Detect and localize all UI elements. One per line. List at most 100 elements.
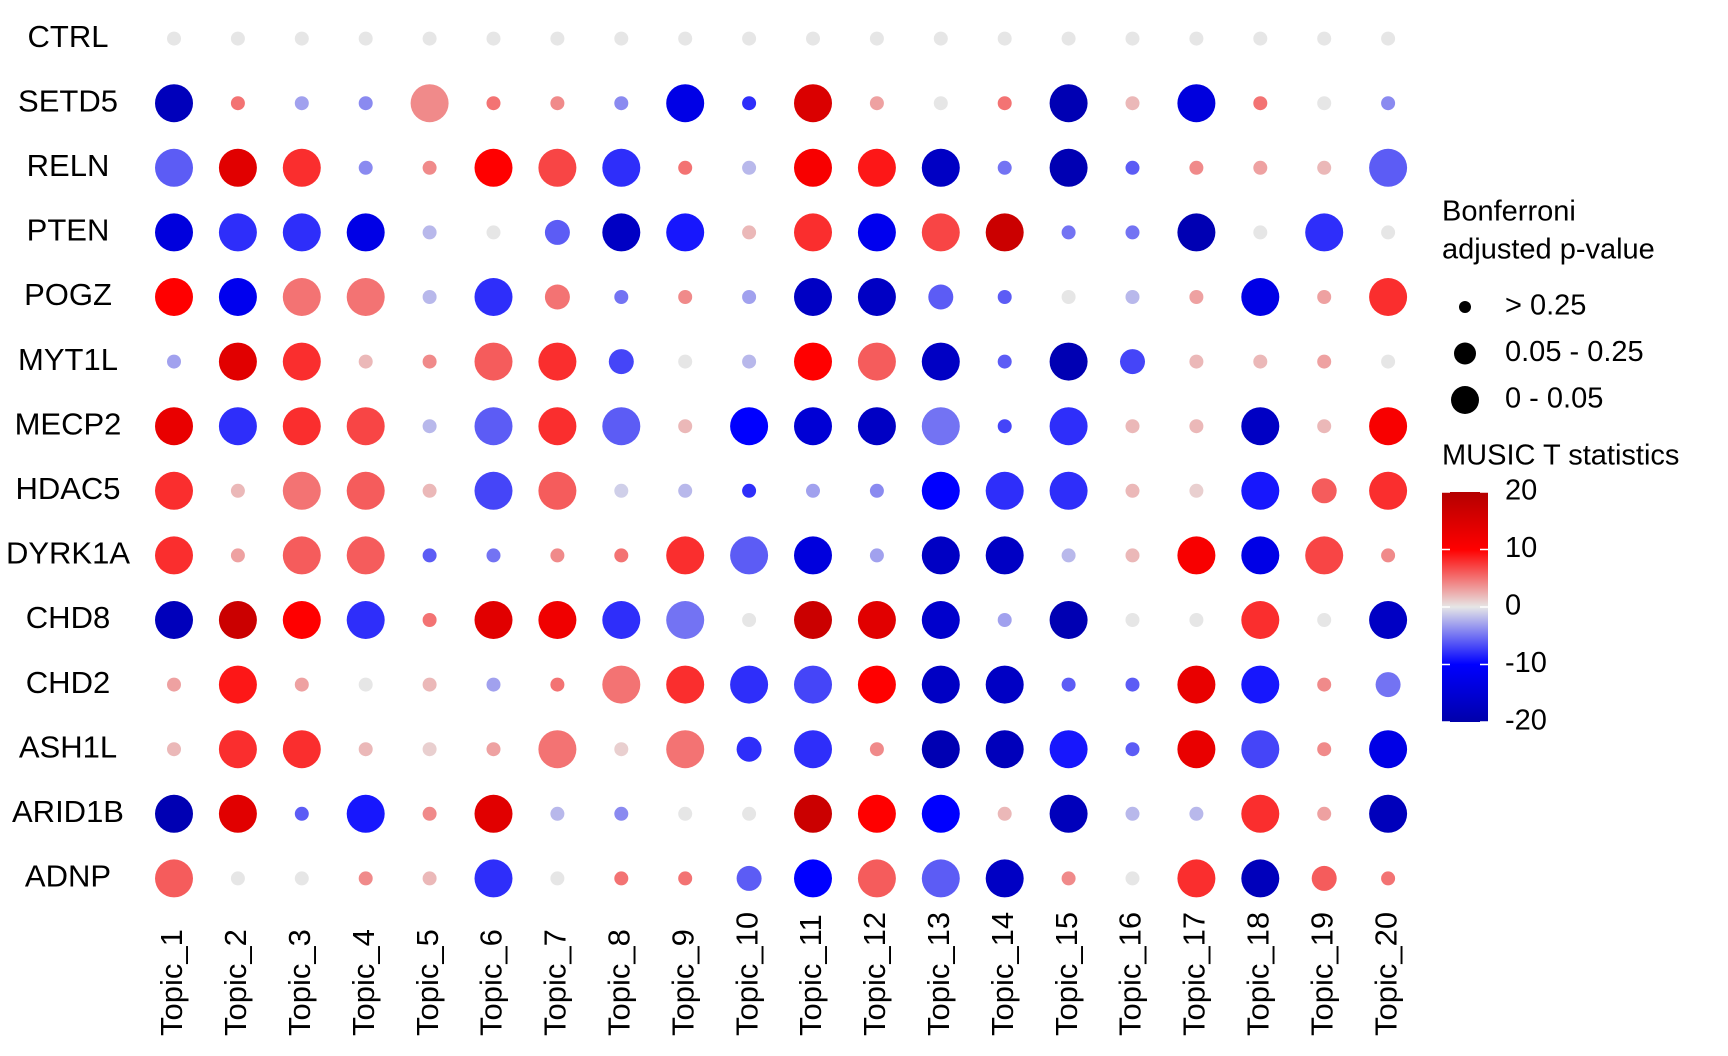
dot [346, 278, 385, 316]
dot [1049, 794, 1088, 833]
dot [218, 213, 257, 252]
dot [282, 536, 321, 575]
x-tick-label: Topic_17 [1177, 912, 1212, 1036]
dot [1317, 677, 1332, 692]
dot [857, 342, 896, 381]
size-legend-title: adjusted p-value [1442, 234, 1655, 266]
dot [1381, 871, 1396, 886]
y-tick-label: ASH1L [19, 729, 117, 764]
dot [666, 665, 705, 704]
dot [1061, 290, 1076, 304]
dot [666, 213, 705, 252]
dot [736, 865, 762, 891]
dot [1177, 536, 1216, 575]
dot [921, 213, 960, 252]
size-legend-label: 0 - 0.05 [1505, 383, 1603, 415]
dot [1061, 31, 1076, 46]
dot [806, 483, 820, 498]
dot [933, 31, 948, 46]
dot [742, 31, 757, 46]
dot [1125, 225, 1140, 240]
x-tick-label: Topic_19 [1304, 912, 1339, 1036]
dot [155, 536, 193, 575]
dot [666, 84, 705, 123]
dot [1253, 225, 1268, 240]
colorbar-tick-label: -10 [1505, 647, 1547, 679]
dot [1253, 31, 1268, 46]
dot [155, 213, 193, 252]
dot [857, 859, 896, 898]
dot [1369, 794, 1408, 833]
colorbar-tick-label: 10 [1505, 532, 1537, 564]
dot [794, 794, 832, 833]
dot [794, 665, 832, 704]
dot [422, 613, 437, 627]
dot [358, 354, 373, 369]
dot [742, 96, 757, 111]
y-tick-label: CHD2 [26, 665, 110, 700]
size-legend-label: 0.05 - 0.25 [1505, 336, 1644, 368]
dot [1241, 407, 1280, 446]
dot [794, 407, 832, 446]
dot [614, 871, 629, 886]
dot [422, 548, 437, 563]
dot [1317, 160, 1332, 175]
dot [736, 736, 762, 762]
dot [1241, 536, 1280, 575]
dot [486, 225, 501, 240]
dot [155, 601, 193, 639]
y-tick-label: DYRK1A [6, 536, 130, 571]
dot [1125, 677, 1140, 692]
dot [155, 84, 193, 123]
dot [1125, 548, 1140, 563]
y-tick-label: RELN [27, 148, 110, 183]
dot [997, 160, 1012, 175]
dot [1049, 601, 1088, 639]
dot [794, 859, 832, 898]
dot [608, 349, 634, 375]
dot [1177, 859, 1216, 898]
dot [422, 677, 437, 692]
dot [410, 84, 449, 123]
dot [678, 806, 693, 821]
dot [218, 407, 257, 446]
dot [346, 471, 385, 510]
dot [474, 471, 513, 510]
dot [1189, 419, 1204, 434]
x-tick-label: Topic_12 [857, 912, 892, 1036]
dot [857, 213, 896, 252]
dot [869, 742, 884, 757]
dot [1241, 730, 1280, 769]
dot [730, 536, 769, 575]
dot [614, 806, 629, 821]
x-tick-label: Topic_5 [410, 929, 445, 1036]
dot [985, 471, 1024, 510]
dot [1189, 160, 1204, 175]
dot [742, 806, 757, 821]
dot [218, 278, 257, 316]
dot [358, 677, 373, 692]
dot [614, 290, 629, 304]
dot [1061, 677, 1076, 692]
dot [985, 665, 1024, 704]
dot [218, 730, 257, 769]
dot [1369, 148, 1408, 187]
dot [730, 407, 769, 446]
dot [794, 148, 832, 187]
dot [538, 407, 577, 446]
dot [1317, 31, 1332, 46]
dot [794, 84, 832, 123]
dot [486, 96, 501, 111]
dot [666, 601, 705, 639]
dot [1381, 96, 1396, 111]
dot [1305, 536, 1344, 575]
dot [155, 859, 193, 898]
dot [1369, 730, 1408, 769]
dot [167, 31, 181, 46]
dot [155, 407, 193, 446]
dot [1241, 665, 1280, 704]
dot [678, 419, 693, 434]
dot [1177, 730, 1216, 769]
dot [282, 148, 321, 187]
dot [1369, 471, 1408, 510]
